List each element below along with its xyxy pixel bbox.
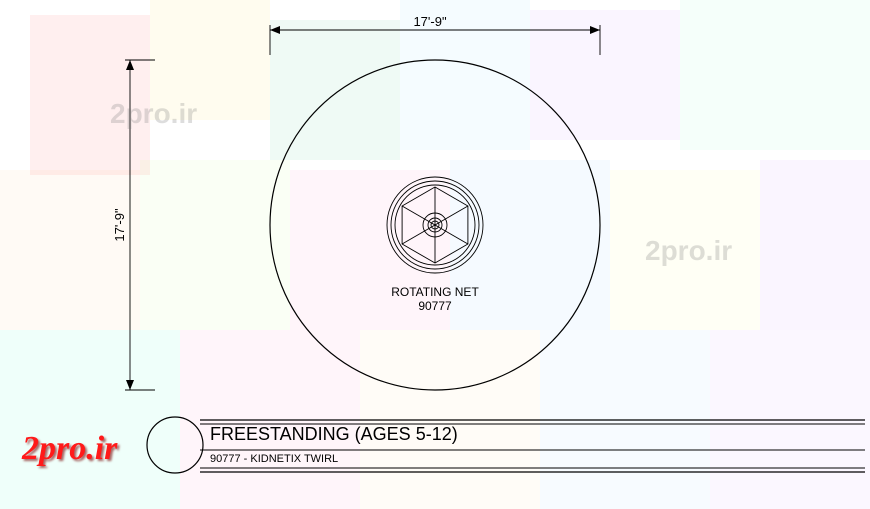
title-main: FREESTANDING (AGES 5-12) [210,424,458,444]
dimension-left-label: 17'-9" [112,208,127,242]
plan-svg: 17'-9" 17'-9" ROTATING NET 90777 FREESTA… [0,0,870,509]
component-label-line2: 90777 [418,299,452,313]
dimension-top-label: 17'-9" [413,14,447,29]
drawing-stage: 17'-9" 17'-9" ROTATING NET 90777 FREESTA… [0,0,870,509]
title-block: FREESTANDING (AGES 5-12) 90777 - KIDNETIX… [147,417,865,473]
dimension-top: 17'-9" [270,14,600,55]
title-sub: 90777 - KIDNETIX TWIRL [210,453,338,465]
dimension-left: 17'-9" [112,60,155,390]
component-label-line1: ROTATING NET [391,285,479,299]
rotating-net-assembly [387,177,483,273]
